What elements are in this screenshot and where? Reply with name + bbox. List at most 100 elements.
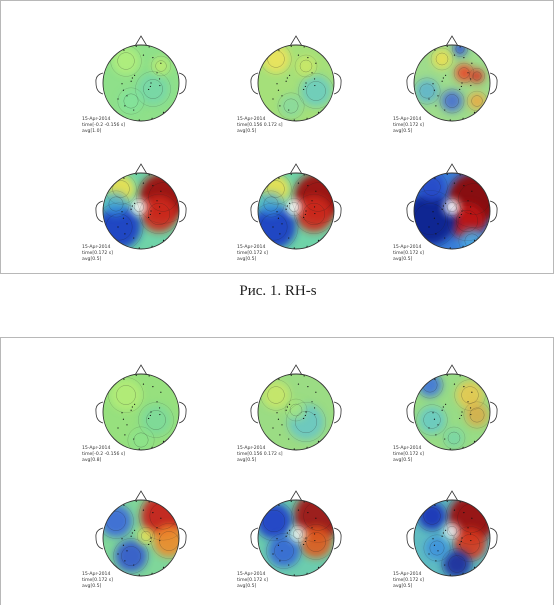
activation-blob [104, 192, 128, 216]
ear-right-icon [489, 527, 498, 550]
map-time-label: time[0.156 0.172 s] [237, 123, 283, 128]
activation-blob [152, 57, 170, 75]
ear-right-icon [178, 401, 187, 424]
activation-blob [300, 75, 332, 107]
head-outline [257, 373, 335, 451]
head-topomap [406, 490, 498, 577]
nose-icon [289, 35, 303, 47]
head-outline [102, 499, 180, 577]
map-time-label: time[0.156 0.172 s] [237, 452, 283, 457]
activation-blob [296, 56, 316, 76]
activation-blob [415, 79, 439, 103]
head-topomap [406, 35, 498, 122]
ear-right-icon [489, 72, 498, 95]
ear-left-icon [250, 72, 259, 95]
ear-left-icon [95, 401, 104, 424]
ear-left-icon [250, 401, 259, 424]
activation-blob [456, 381, 484, 409]
map-avg-label: avg[0.5] [237, 584, 257, 589]
map-avg-label: avg[0.8] [82, 458, 102, 463]
head-outline [102, 44, 180, 122]
activation-blob [268, 535, 300, 567]
map-time-label: time[0.172 s] [237, 251, 268, 256]
map-avg-label: avg[0.5] [237, 257, 257, 262]
map-date-label: 15-Apr-2014 [393, 245, 422, 250]
head-topomap [95, 163, 187, 250]
head-outline [257, 499, 335, 577]
ear-right-icon [333, 527, 342, 550]
head-outline [413, 172, 491, 250]
activation-blob [110, 379, 142, 411]
activation-blob [279, 94, 303, 118]
map-avg-label: avg[0.5] [393, 129, 413, 134]
map-date-label: 15-Apr-2014 [237, 117, 266, 122]
figure1-topomap-6: 15-Apr-2014 time[0.172 s] avg[0.5] [393, 159, 502, 262]
map-time-label: time[0.172 s] [237, 578, 268, 583]
map-time-label: time[-0.2 -0.156 s] [82, 452, 126, 457]
ear-right-icon [333, 200, 342, 223]
ear-left-icon [406, 72, 415, 95]
nose-icon [289, 163, 303, 175]
figure-2-panel: 15-Apr-2014 time[-0.2 -0.156 s] avg[0.8]… [0, 337, 554, 605]
activation-blob [286, 199, 302, 215]
map-date-label: 15-Apr-2014 [237, 245, 266, 250]
activation-blob [286, 400, 306, 420]
map-time-label: time[0.172 s] [393, 578, 424, 583]
map-avg-label: avg[0.5] [393, 458, 413, 463]
ear-right-icon [489, 401, 498, 424]
map-date-label: 15-Apr-2014 [82, 572, 111, 577]
head-topomap [95, 490, 187, 577]
map-date-label: 15-Apr-2014 [237, 446, 266, 451]
map-date-label: 15-Apr-2014 [82, 245, 111, 250]
map-time-label: time[-0.2 -0.156 s] [82, 123, 126, 128]
ear-left-icon [406, 401, 415, 424]
ear-right-icon [333, 72, 342, 95]
head-outline [413, 44, 491, 122]
ear-right-icon [178, 527, 187, 550]
ear-left-icon [95, 527, 104, 550]
map-date-label: 15-Apr-2014 [393, 446, 422, 451]
activation-blob [443, 550, 471, 576]
activation-blob [432, 49, 452, 69]
nose-icon [134, 35, 148, 47]
activation-blob [444, 199, 460, 215]
map-date-label: 15-Apr-2014 [82, 117, 111, 122]
activation-blob [444, 428, 464, 448]
nose-icon [134, 364, 148, 376]
map-avg-label: avg[1.0] [82, 129, 102, 134]
activation-blob [470, 69, 484, 83]
figure1-topomap-5: 15-Apr-2014 time[0.172 s] avg[0.5] [237, 159, 346, 262]
head-topomap [250, 163, 342, 250]
figure2-topomap-4: 15-Apr-2014 time[0.172 s] avg[0.5] [82, 486, 191, 589]
map-avg-label: avg[0.5] [82, 257, 102, 262]
activation-blob [455, 64, 473, 82]
head-outline [102, 373, 180, 451]
map-time-label: time[0.172 s] [393, 123, 424, 128]
map-avg-label: avg[0.5] [393, 584, 413, 589]
figure2-topomap-2: 15-Apr-2014 time[0.156 0.172 s] avg[0.5] [237, 360, 346, 463]
activation-blob [140, 404, 172, 436]
head-topomap [406, 364, 498, 451]
head-outline [102, 172, 180, 250]
map-date-label: 15-Apr-2014 [237, 572, 266, 577]
activation-blob [444, 523, 460, 539]
activation-blob [129, 428, 153, 450]
figure1-topomap-3: 15-Apr-2014 time[0.172 s] avg[0.5] [393, 31, 502, 134]
map-date-label: 15-Apr-2014 [82, 446, 111, 451]
map-date-label: 15-Apr-2014 [393, 572, 422, 577]
activation-blob [290, 526, 306, 542]
activation-blob [425, 536, 449, 560]
map-time-label: time[0.172 s] [82, 251, 113, 256]
ear-left-icon [250, 200, 259, 223]
figure1-topomap-2: 15-Apr-2014 time[0.156 0.172 s] avg[0.5] [237, 31, 346, 134]
head-outline [413, 499, 491, 577]
map-avg-label: avg[0.5] [237, 129, 257, 134]
ear-left-icon [95, 200, 104, 223]
figure1-topomap-1: 15-Apr-2014 time[-0.2 -0.156 s] avg[1.0] [82, 31, 191, 134]
head-topomap [95, 364, 187, 451]
activation-blob [259, 192, 283, 216]
ear-left-icon [95, 72, 104, 95]
head-outline [257, 172, 335, 250]
map-time-label: time[0.172 s] [393, 452, 424, 457]
activation-blob [262, 381, 290, 409]
